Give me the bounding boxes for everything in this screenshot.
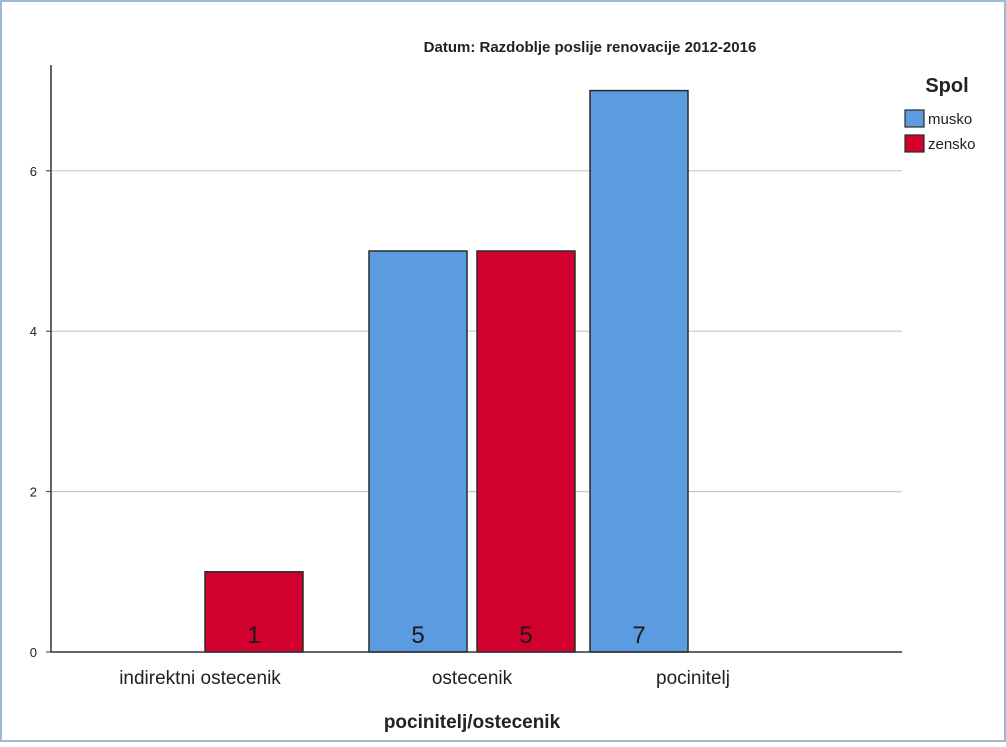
data-label: 5: [519, 622, 532, 649]
legend-label-zensko: zensko: [928, 136, 976, 153]
bar-musko-2: [589, 89, 689, 653]
legend-swatch-zensko: [904, 134, 925, 153]
data-label: 5: [411, 622, 424, 649]
data-label: 1: [247, 622, 260, 649]
y-axis-ticks: 0 2 4 6: [30, 164, 51, 660]
chart-title: Datum: Razdoblje poslije renovacije 2012…: [424, 39, 757, 56]
x-tick-label: indirektni ostecenik: [119, 668, 281, 689]
bars: [204, 89, 689, 653]
y-tick-label: 0: [30, 645, 37, 660]
bar-zensko-1: [476, 250, 576, 653]
y-tick-label: 2: [30, 485, 37, 500]
x-tick-label: pocinitelj: [656, 668, 730, 689]
x-tick-label: ostecenik: [432, 668, 513, 689]
legend-title: Spol: [925, 75, 968, 97]
y-tick-label: 4: [30, 324, 37, 339]
x-axis-tick-labels: indirektni ostecenik ostecenik pocinitelj: [119, 668, 730, 689]
bar-zensko-0: [204, 571, 304, 653]
x-axis-title: pocinitelj/ostecenik: [384, 712, 561, 733]
legend-label-musko: musko: [928, 111, 972, 128]
legend: Spol musko zensko: [904, 75, 976, 153]
y-tick-label: 6: [30, 164, 37, 179]
bar-musko-1: [368, 250, 468, 653]
legend-swatch-musko: [904, 109, 925, 128]
data-label: 7: [632, 622, 645, 649]
